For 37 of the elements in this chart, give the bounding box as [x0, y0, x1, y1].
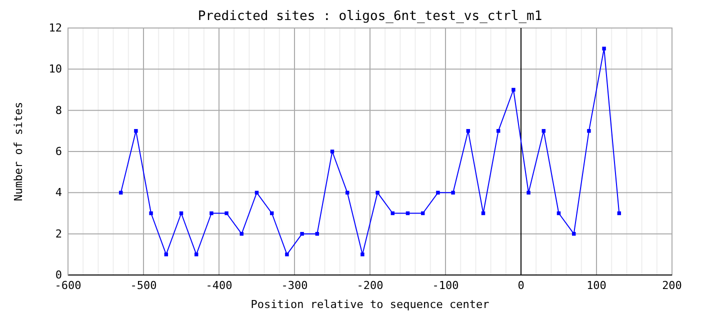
- y-tick-label: 6: [55, 145, 62, 158]
- point: [466, 129, 470, 133]
- point: [451, 190, 455, 195]
- point: [496, 129, 500, 133]
- point: [436, 190, 440, 195]
- x-tick-label: -100: [432, 278, 459, 292]
- y-tick-label: 8: [55, 104, 62, 117]
- x-tick-label: 100: [586, 278, 606, 292]
- x-tick-label: -400: [206, 278, 232, 292]
- point: [149, 211, 153, 216]
- point: [376, 190, 380, 195]
- point: [300, 232, 304, 236]
- x-tick-label: -300: [281, 278, 308, 292]
- y-tick-label: 4: [55, 186, 62, 200]
- point: [194, 252, 198, 256]
- x-tick-label: 200: [662, 278, 682, 292]
- point: [360, 252, 364, 256]
- y-axis-title: Number of sites: [12, 102, 25, 202]
- x-tick-label: -200: [356, 278, 384, 292]
- x-tick-label: 0: [518, 278, 524, 292]
- point: [602, 46, 606, 50]
- y-tick-label: 2: [55, 227, 62, 240]
- point: [134, 129, 138, 133]
- point: [512, 88, 516, 92]
- x-axis-title: Position relative to sequence center: [250, 298, 490, 311]
- point: [210, 211, 214, 216]
- y-tick-label: 12: [48, 22, 62, 35]
- point: [330, 150, 334, 154]
- point: [542, 129, 546, 133]
- point: [587, 129, 591, 133]
- y-tick-label: 10: [48, 62, 62, 76]
- point: [285, 252, 289, 256]
- point: [164, 252, 168, 256]
- x-tick-label: -500: [130, 278, 157, 292]
- chart-title: Predicted sites : oligos_6nt_test_vs_ctrl_m1: [198, 9, 542, 24]
- point: [526, 190, 530, 195]
- point: [224, 211, 228, 216]
